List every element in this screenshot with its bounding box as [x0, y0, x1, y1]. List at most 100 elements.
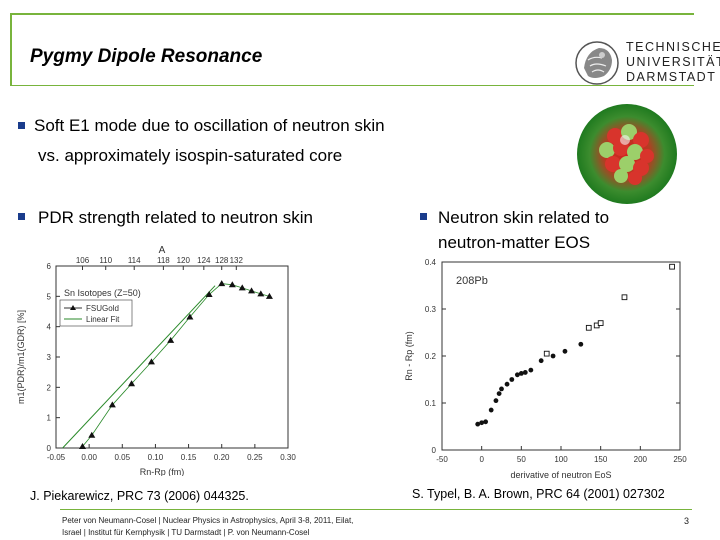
data-point — [528, 367, 534, 373]
bullet-1-line-2: vs. approximately isospin-saturated core — [38, 146, 343, 165]
data-point — [265, 292, 273, 299]
nucleus-image — [577, 104, 677, 204]
y-tick-label: 0.2 — [425, 352, 437, 361]
data-point — [493, 398, 499, 404]
y-tick-label: 5 — [47, 292, 52, 301]
data-point — [483, 419, 489, 425]
data-point — [475, 421, 481, 427]
x-tick-label: 0.00 — [81, 453, 97, 462]
legend-marker — [70, 305, 76, 310]
x-tick-label: 200 — [634, 455, 648, 464]
top-tick-label: 132 — [230, 256, 244, 265]
legend-label: FSUGold — [86, 304, 119, 313]
bullet-icon — [18, 122, 25, 129]
athena-head-icon — [575, 41, 619, 85]
data-point — [205, 291, 213, 298]
page-number: 3 — [684, 516, 690, 526]
page-title: Pygmy Dipole Resonance — [30, 46, 263, 67]
x-tick-label: 50 — [517, 455, 526, 464]
x-axis-label: derivative of neutron EoS — [510, 470, 611, 480]
data-point — [578, 341, 584, 347]
caption-right: S. Typel, B. A. Brown, PRC 64 (2001) 027… — [412, 487, 665, 501]
y-axis-label: m1(PDR)/m1(GDR) [%] — [16, 310, 26, 404]
nucleus-illustration — [577, 104, 677, 204]
pdr-strength-chart: -0.05 0.00 0.05 0.10 0.15 0.20 0.25 0.30 0 1 2 3 4 5 6… — [10, 240, 300, 477]
top-tick-label: 110 — [99, 256, 112, 265]
data-point — [479, 420, 485, 426]
data-point-open — [669, 263, 675, 270]
fit-line — [62, 285, 216, 449]
y-tick-label: 0 — [432, 446, 437, 455]
y-tick-label: 6 — [47, 262, 52, 271]
bullet-icon — [18, 213, 25, 220]
x-tick-label: -50 — [436, 455, 448, 464]
bullet-icon — [420, 213, 427, 220]
legend-label: Linear Fit — [86, 315, 120, 324]
top-tick-label: 106 — [76, 256, 90, 265]
bullet-3-line-1: Neutron skin related to — [438, 208, 610, 227]
university-line-3: DARMSTADT — [626, 70, 717, 84]
data-point-open — [621, 294, 628, 301]
top-axis-label: A — [159, 245, 166, 256]
y-axis-label: Rn - Rp (fm) — [404, 331, 414, 381]
data-point — [562, 348, 568, 354]
y-tick-label: 0.4 — [425, 258, 437, 267]
y-tick-label: 4 — [47, 323, 52, 332]
data-point — [218, 280, 226, 287]
data-point-open — [597, 320, 604, 326]
x-tick-label: 0.10 — [148, 453, 164, 462]
x-tick-label: 0.25 — [247, 453, 263, 462]
top-tick-label: 118 — [157, 256, 170, 265]
neutron-skin-chart-svg: -50 0 50 100 150 200 25000.10.20.30.4derivativ… — [404, 258, 687, 480]
legend-box — [59, 299, 133, 327]
chart-title: 208Pb — [456, 275, 488, 287]
data-point — [550, 353, 556, 359]
footer-line-1: Peter von Neumann-Cosel | Nuclear Physic… — [62, 516, 354, 525]
university-logo — [572, 38, 622, 88]
data-point — [186, 313, 194, 320]
top-tick-label: 114 — [128, 256, 141, 265]
y-tick-label: 1 — [47, 414, 52, 423]
data-point — [238, 284, 246, 291]
data-point — [514, 372, 520, 378]
x-tick-label: 150 — [594, 455, 608, 464]
bullet-3-line-2: neutron-matter EOS — [438, 233, 591, 252]
x-tick-label: 0.15 — [181, 453, 197, 462]
x-axis-label: Rn-Rp (fm) — [140, 467, 185, 476]
university-line-2: UNIVERSITÄT — [626, 55, 720, 69]
x-tick-label: 0.20 — [214, 453, 230, 462]
header-frame — [10, 13, 694, 86]
university-name: TECHNISCHE UNIVERSITÄT DARMSTADT — [626, 40, 720, 85]
footer-line-2: Israel | Institut für Kernphysik | TU Da… — [62, 528, 310, 537]
data-point — [128, 380, 136, 387]
x-tick-label: 0.05 — [114, 453, 130, 462]
x-tick-label: 250 — [673, 455, 687, 464]
data-point — [538, 358, 544, 364]
bullet-1-line-1: Soft E1 mode due to oscillation of neutr… — [34, 116, 385, 135]
top-tick-label: 124 — [197, 256, 211, 265]
top-tick-label: 128 — [215, 256, 229, 265]
pdr-strength-chart-svg: -0.05 0.00 0.05 0.10 0.15 0.20 0.25 0.30 0 1 2 3 4 5 6… — [16, 245, 296, 477]
data-point — [108, 401, 116, 408]
data-point — [228, 281, 236, 288]
data-point — [488, 407, 494, 413]
y-tick-label: 0.3 — [425, 305, 437, 314]
data-point — [504, 381, 510, 387]
data-point — [496, 391, 502, 396]
data-point — [147, 358, 155, 365]
y-tick-label: 2 — [47, 383, 52, 392]
caption-left: J. Piekarewicz, PRC 73 (2006) 044325. — [30, 489, 249, 503]
data-point — [518, 370, 524, 376]
data-point-open — [585, 324, 592, 331]
x-tick-label: 100 — [554, 455, 568, 464]
top-tick-label: 120 — [177, 256, 191, 265]
bullet-2-line-1: PDR strength related to neutron skin — [38, 208, 313, 227]
neutron-skin-chart: -50 0 50 100 150 200 250 0 0.1 0.2 0.3 0.4 derivativ… — [396, 252, 696, 484]
data-point — [248, 287, 256, 294]
x-tick-label: -0.05 — [47, 453, 66, 462]
data-point — [509, 377, 515, 382]
y-tick-label: 0 — [47, 444, 52, 453]
data-point-open — [543, 350, 550, 357]
data-point — [522, 370, 528, 375]
x-tick-label: 0 — [479, 455, 484, 464]
